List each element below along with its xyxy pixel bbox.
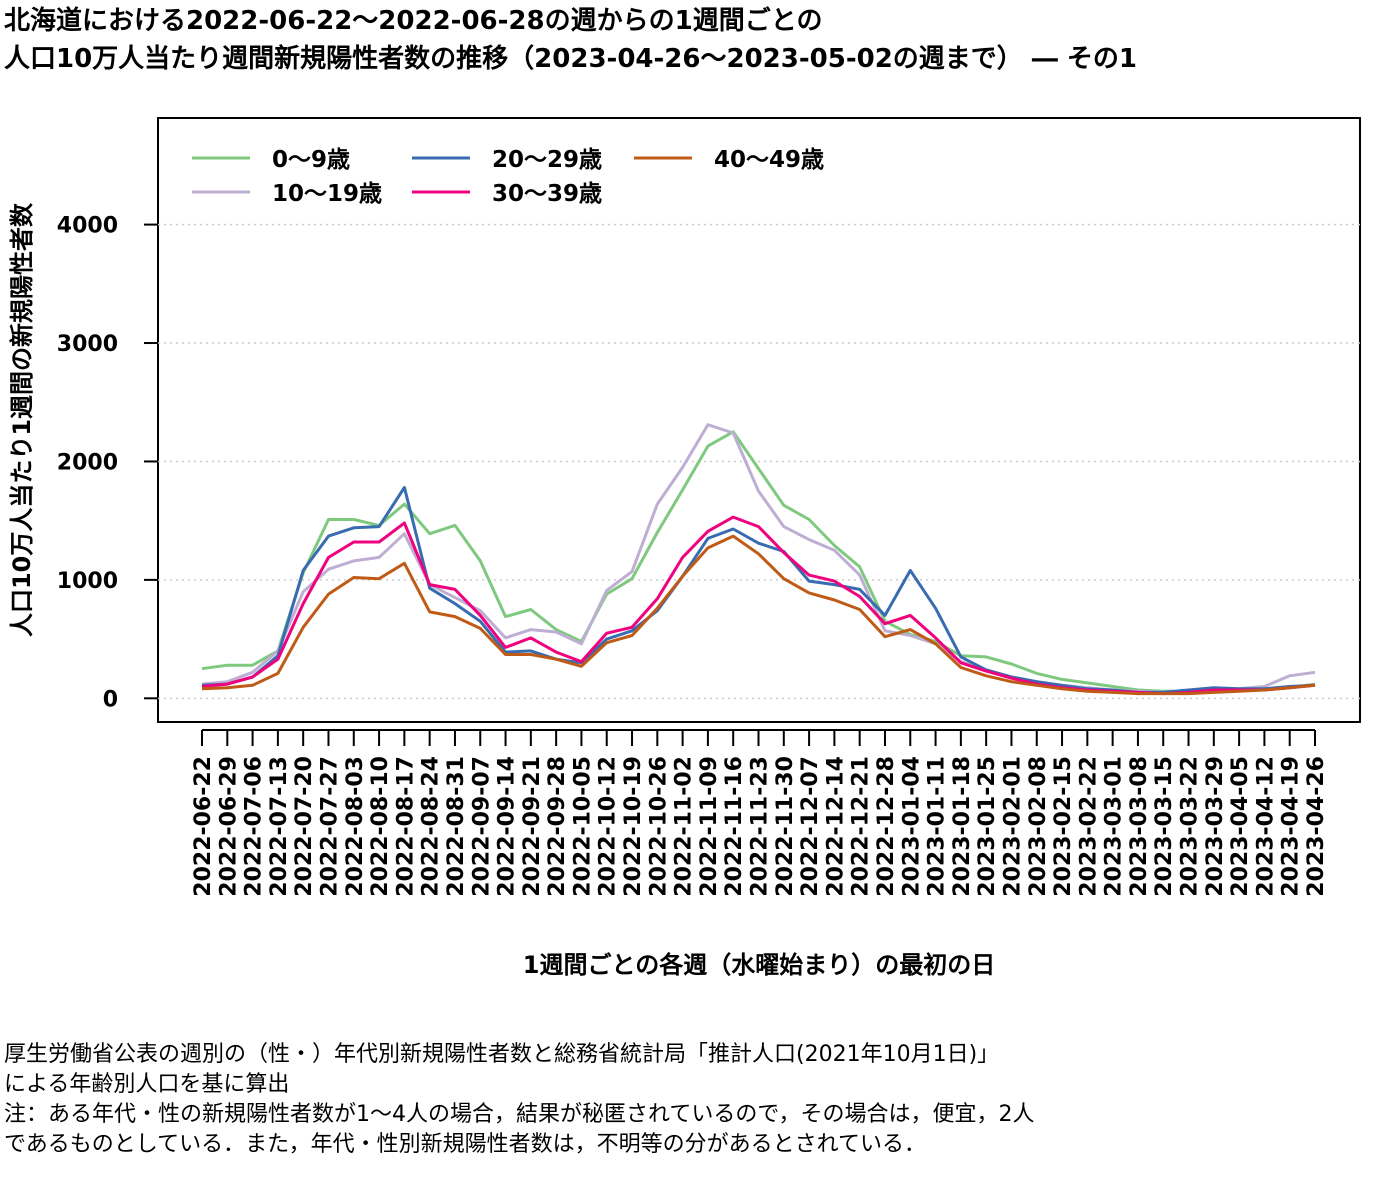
x-tick-label: 2022-09-21 [520,756,545,897]
x-tick-label: 2023-04-26 [1304,756,1329,897]
x-tick-label: 2023-01-11 [925,756,950,897]
legend-label: 30～39歳 [492,181,602,207]
legend-label: 10～19歳 [272,181,382,207]
x-tick-label: 2022-11-30 [773,756,798,897]
y-axis-title: 人口10万人当たり1週間の新規陽性者数 [8,202,36,637]
x-tick-label: 2022-06-22 [191,756,216,897]
legend-label: 0～9歳 [272,147,350,173]
footnotes: 厚生労働省公表の週別の（性・）年代別新規陽性者数と総務省統計局「推計人口(202… [4,1040,1034,1160]
x-tick-label: 2022-08-03 [343,756,368,897]
chart-title-line2: 人口10万人当たり週間新規陽性者数の推移（2023-04-26～2023-05-… [4,44,1137,74]
chart-title-line1: 北海道における2022-06-22～2022-06-28の週からの1週間ごとの [4,6,823,36]
footnote-line2: による年齢別人口を基に算出 [4,1072,290,1097]
x-tick-label: 2023-02-01 [1000,756,1025,897]
x-tick-label: 2022-10-26 [646,756,671,897]
y-tick-label: 2000 [57,450,118,475]
legend: 0～9歳 10～19歳 20～29歳 30～39歳 40～49歳 [192,147,824,207]
x-tick-label: 2023-01-04 [899,756,924,897]
x-tick-label: 2022-12-28 [874,756,899,897]
x-tick-label: 2023-04-12 [1253,756,1278,897]
x-tick-label: 2023-04-19 [1279,756,1304,897]
x-tick-label: 2022-09-14 [495,756,520,897]
y-tick-label: 4000 [57,214,118,239]
x-tick-label: 2022-11-23 [748,756,773,897]
x-tick-label: 2023-01-18 [950,756,975,897]
x-tick-label: 2022-07-06 [242,756,267,897]
x-tick-label: 2022-07-27 [317,756,342,897]
x-tick-label: 2022-08-24 [419,756,444,897]
x-tick-label: 2022-07-13 [267,756,292,897]
x-tick-label: 2023-01-25 [975,756,1000,897]
gridlines [158,223,1360,700]
series-line-2 [201,486,1316,694]
series-line-0 [201,430,1316,693]
x-tick-label: 2023-03-22 [1178,756,1203,897]
series-lines [201,423,1316,696]
plot-frame [157,117,1361,723]
x-tick-label: 2022-11-09 [697,756,722,897]
x-tick-label: 2022-11-16 [722,756,747,897]
x-tick-label: 2023-02-15 [1051,756,1076,897]
x-tick-label: 2022-06-29 [216,756,241,897]
x-tick-label: 2022-12-21 [849,756,874,897]
x-tick-label: 2022-12-07 [798,756,823,897]
series-line-4 [201,534,1316,696]
x-tick-label: 2022-10-19 [621,756,646,897]
x-tick-label: 2022-12-14 [823,756,848,897]
legend-label: 40～49歳 [714,147,824,173]
y-tick-label: 3000 [57,332,118,357]
x-tick-label: 2022-10-12 [596,756,621,897]
x-tick-label: 2022-08-31 [444,756,469,897]
x-tick-label: 2023-03-15 [1152,756,1177,897]
x-tick-label: 2022-08-10 [368,756,393,897]
series-line-1 [201,423,1316,694]
x-tick-label: 2023-04-05 [1228,756,1253,897]
y-tick-label: 1000 [57,569,118,594]
x-axis-title: 1週間ごとの各週（水曜始まり）の最初の日 [523,951,995,979]
y-axis: 0 1000 2000 3000 4000 [57,214,158,712]
footnote-line1: 厚生労働省公表の週別の（性・）年代別新規陽性者数と総務省統計局「推計人口(202… [4,1042,1000,1067]
x-tick-label: 2022-10-05 [570,756,595,897]
x-axis: 2022-06-22 2022-06-29 2022-07-06 2022-07-13… [191,729,1329,897]
x-tick-label: 2022-09-28 [545,756,570,897]
x-tick-label: 2022-08-17 [393,756,418,897]
x-tick-label: 2023-03-29 [1203,756,1228,897]
x-tick-label: 2022-11-02 [672,756,697,897]
x-tick-label: 2023-02-22 [1076,756,1101,897]
x-tick-label: 2022-09-07 [469,756,494,897]
footnote-line3: 注：ある年代・性の新規陽性者数が1～4人の場合，結果が秘匿されているので，その場… [4,1102,1035,1127]
x-tick-label: 2022-07-20 [292,756,317,897]
x-tick-label: 2023-03-08 [1127,756,1152,897]
legend-label: 20～29歳 [492,147,602,173]
x-tick-label: 2023-03-01 [1102,756,1127,897]
y-tick-label: 0 [103,687,118,712]
chart-title: 北海道における2022-06-22～2022-06-28の週からの1週間ごとの … [4,2,1137,78]
footnote-line4: であるものとしている．また，年代・性別新規陽性者数は，不明等の分があるとされてい… [4,1132,927,1157]
x-tick-label: 2023-02-08 [1026,756,1051,897]
